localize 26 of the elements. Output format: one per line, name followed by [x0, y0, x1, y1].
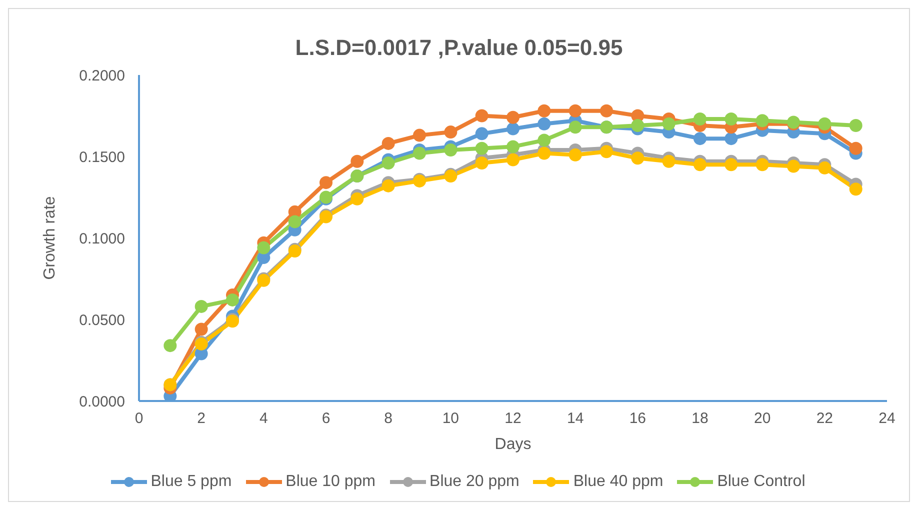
x-tick-label: 6 [322, 410, 330, 427]
y-tick-label: 0.0500 [79, 312, 125, 329]
x-tick-label: 22 [816, 410, 834, 427]
legend-label: Blue 40 ppm [572, 473, 664, 491]
x-tick-label: 10 [442, 410, 460, 427]
legend-label: Blue 5 ppm [150, 473, 232, 491]
x-tick-label: 4 [259, 410, 268, 427]
x-tick-label: 14 [566, 410, 584, 427]
y-tick-label: 0.0000 [79, 393, 125, 410]
y-tick-label: 0.2000 [79, 67, 125, 84]
legend-label: Blue 20 ppm [428, 473, 520, 491]
x-axis-title: Days [494, 436, 532, 453]
x-tick-label: 20 [754, 410, 771, 427]
y-tick-label: 0.1000 [79, 230, 125, 248]
x-tick-label: 12 [504, 410, 522, 427]
y-axis-title: Growth rate [42, 196, 59, 280]
x-tick-label: 2 [197, 410, 206, 427]
legend-label: Blue 10 ppm [284, 473, 376, 491]
y-tick-label: 0.1500 [79, 148, 125, 166]
x-tick-label: 8 [384, 410, 393, 427]
x-tick-label: 0 [134, 410, 144, 427]
chart-title: L.S.D=0.0017 ,P.value 0.05=0.95 [294, 34, 624, 62]
x-tick-label: 24 [878, 410, 896, 427]
x-tick-label: 16 [629, 410, 646, 427]
legend-label: Blue Control [716, 473, 806, 491]
x-tick-label: 18 [692, 410, 708, 427]
